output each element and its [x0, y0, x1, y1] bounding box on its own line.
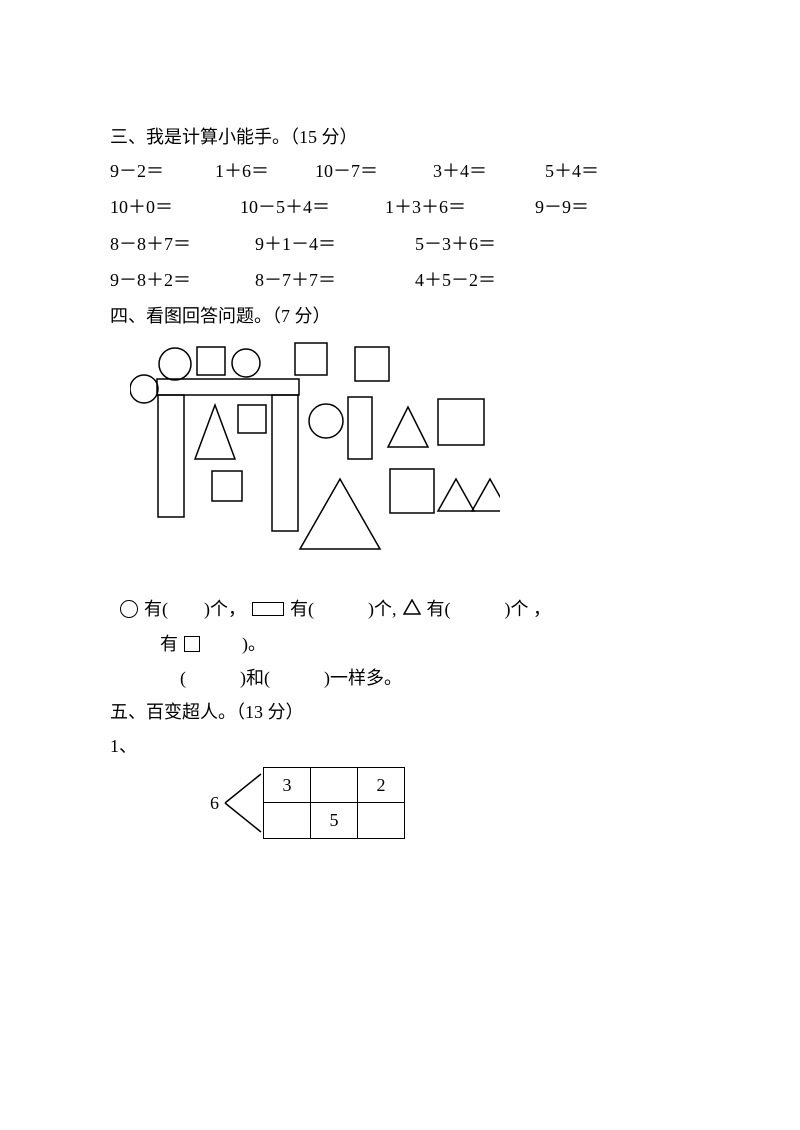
math-row-2: 10＋0＝10－5＋4＝1＋3＋6＝9－9＝: [110, 190, 690, 224]
answer-row-3: ( )和( )一样多。: [180, 661, 690, 695]
shapes-svg: [130, 339, 500, 569]
rect-shape: [272, 395, 298, 531]
math-expression: 8－8＋7＝: [110, 227, 255, 261]
math-expression: 5＋4＝: [545, 154, 645, 188]
rectangle-icon: [252, 602, 284, 616]
rect-shape: [295, 343, 327, 375]
grid-cell: 5: [311, 803, 358, 838]
number-bond: 6 3 2 5: [210, 767, 690, 838]
tri-text: 有( )个 ，: [427, 592, 552, 626]
polygon-shape: [195, 405, 235, 459]
math-expression: 1＋6＝: [215, 154, 315, 188]
rect-shape: [238, 405, 266, 433]
rect-shape: [348, 397, 372, 459]
grid-cell: 3: [264, 768, 311, 803]
math-expression: 10－7＝: [315, 154, 433, 188]
math-expression: 5－3＋6＝: [415, 227, 545, 261]
circle-shape: [159, 348, 191, 380]
grid-cell: [358, 803, 405, 838]
math-expression: 10－5＋4＝: [240, 190, 385, 224]
item1-label: 1、: [110, 729, 690, 763]
grid-cell: [264, 803, 311, 838]
math-row-4: 9－8＋2＝8－7＋7＝4＋5－2＝: [110, 263, 690, 297]
math-expression: 4＋5－2＝: [415, 263, 545, 297]
rect-shape: [212, 471, 242, 501]
angle-bracket-icon: [223, 768, 263, 838]
square-icon: [184, 636, 200, 652]
math-row-1: 9－2＝1＋6＝10－7＝3＋4＝5＋4＝: [110, 154, 690, 188]
math-expression: 8－7＋7＝: [255, 263, 415, 297]
math-expression: 10＋0＝: [110, 190, 240, 224]
math-expression: 3＋4＝: [433, 154, 545, 188]
square-text-pre: 有: [160, 627, 178, 661]
math-expression: 9＋1－4＝: [255, 227, 415, 261]
triangle-icon: [403, 592, 421, 626]
six-label: 6: [210, 786, 219, 820]
square-text-post: )。: [206, 627, 266, 661]
circle-shape: [232, 349, 260, 377]
math-expression: 1＋3＋6＝: [385, 190, 535, 224]
polygon-shape: [438, 479, 474, 511]
number-grid: 3 2 5: [263, 767, 405, 838]
section3-heading: 三、我是计算小能手。（15 分）: [110, 120, 690, 154]
rect-shape: [157, 379, 299, 395]
answer-row-2: 有 )。: [160, 627, 690, 661]
math-expression: 9－8＋2＝: [110, 263, 255, 297]
rect-shape: [355, 347, 389, 381]
rect-shape: [197, 347, 225, 375]
circle-shape: [130, 375, 158, 403]
grid-cell: [311, 768, 358, 803]
section5-heading: 五、百变超人。（13 分）: [110, 695, 690, 729]
circle-shape: [309, 404, 343, 438]
same-text: ( )和( )一样多。: [180, 661, 402, 695]
math-expression: 9－9＝: [535, 190, 635, 224]
rect-shape: [390, 469, 434, 513]
polygon-shape: [472, 479, 500, 511]
circle-text: 有( )个，: [144, 592, 246, 626]
grid-cell: 2: [358, 768, 405, 803]
rect-shape: [438, 399, 484, 445]
circle-icon: [120, 600, 138, 618]
rect-shape: [158, 395, 184, 517]
worksheet-page: 三、我是计算小能手。（15 分） 9－2＝1＋6＝10－7＝3＋4＝5＋4＝ 1…: [0, 0, 800, 879]
polygon-shape: [300, 479, 380, 549]
shapes-figure: [130, 339, 500, 580]
math-expression: 9－2＝: [110, 154, 215, 188]
answer-row-1: 有( )个， 有( )个, 有( )个 ，: [120, 592, 690, 626]
polygon-shape: [388, 407, 428, 447]
rect-text: 有( )个,: [290, 592, 397, 626]
section4-heading: 四、看图回答问题。（7 分）: [110, 299, 690, 333]
math-row-3: 8－8＋7＝9＋1－4＝5－3＋6＝: [110, 227, 690, 261]
